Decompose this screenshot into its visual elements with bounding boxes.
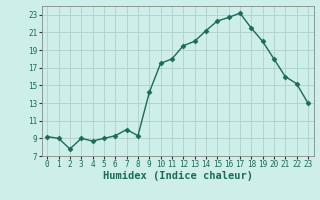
X-axis label: Humidex (Indice chaleur): Humidex (Indice chaleur) (103, 171, 252, 181)
